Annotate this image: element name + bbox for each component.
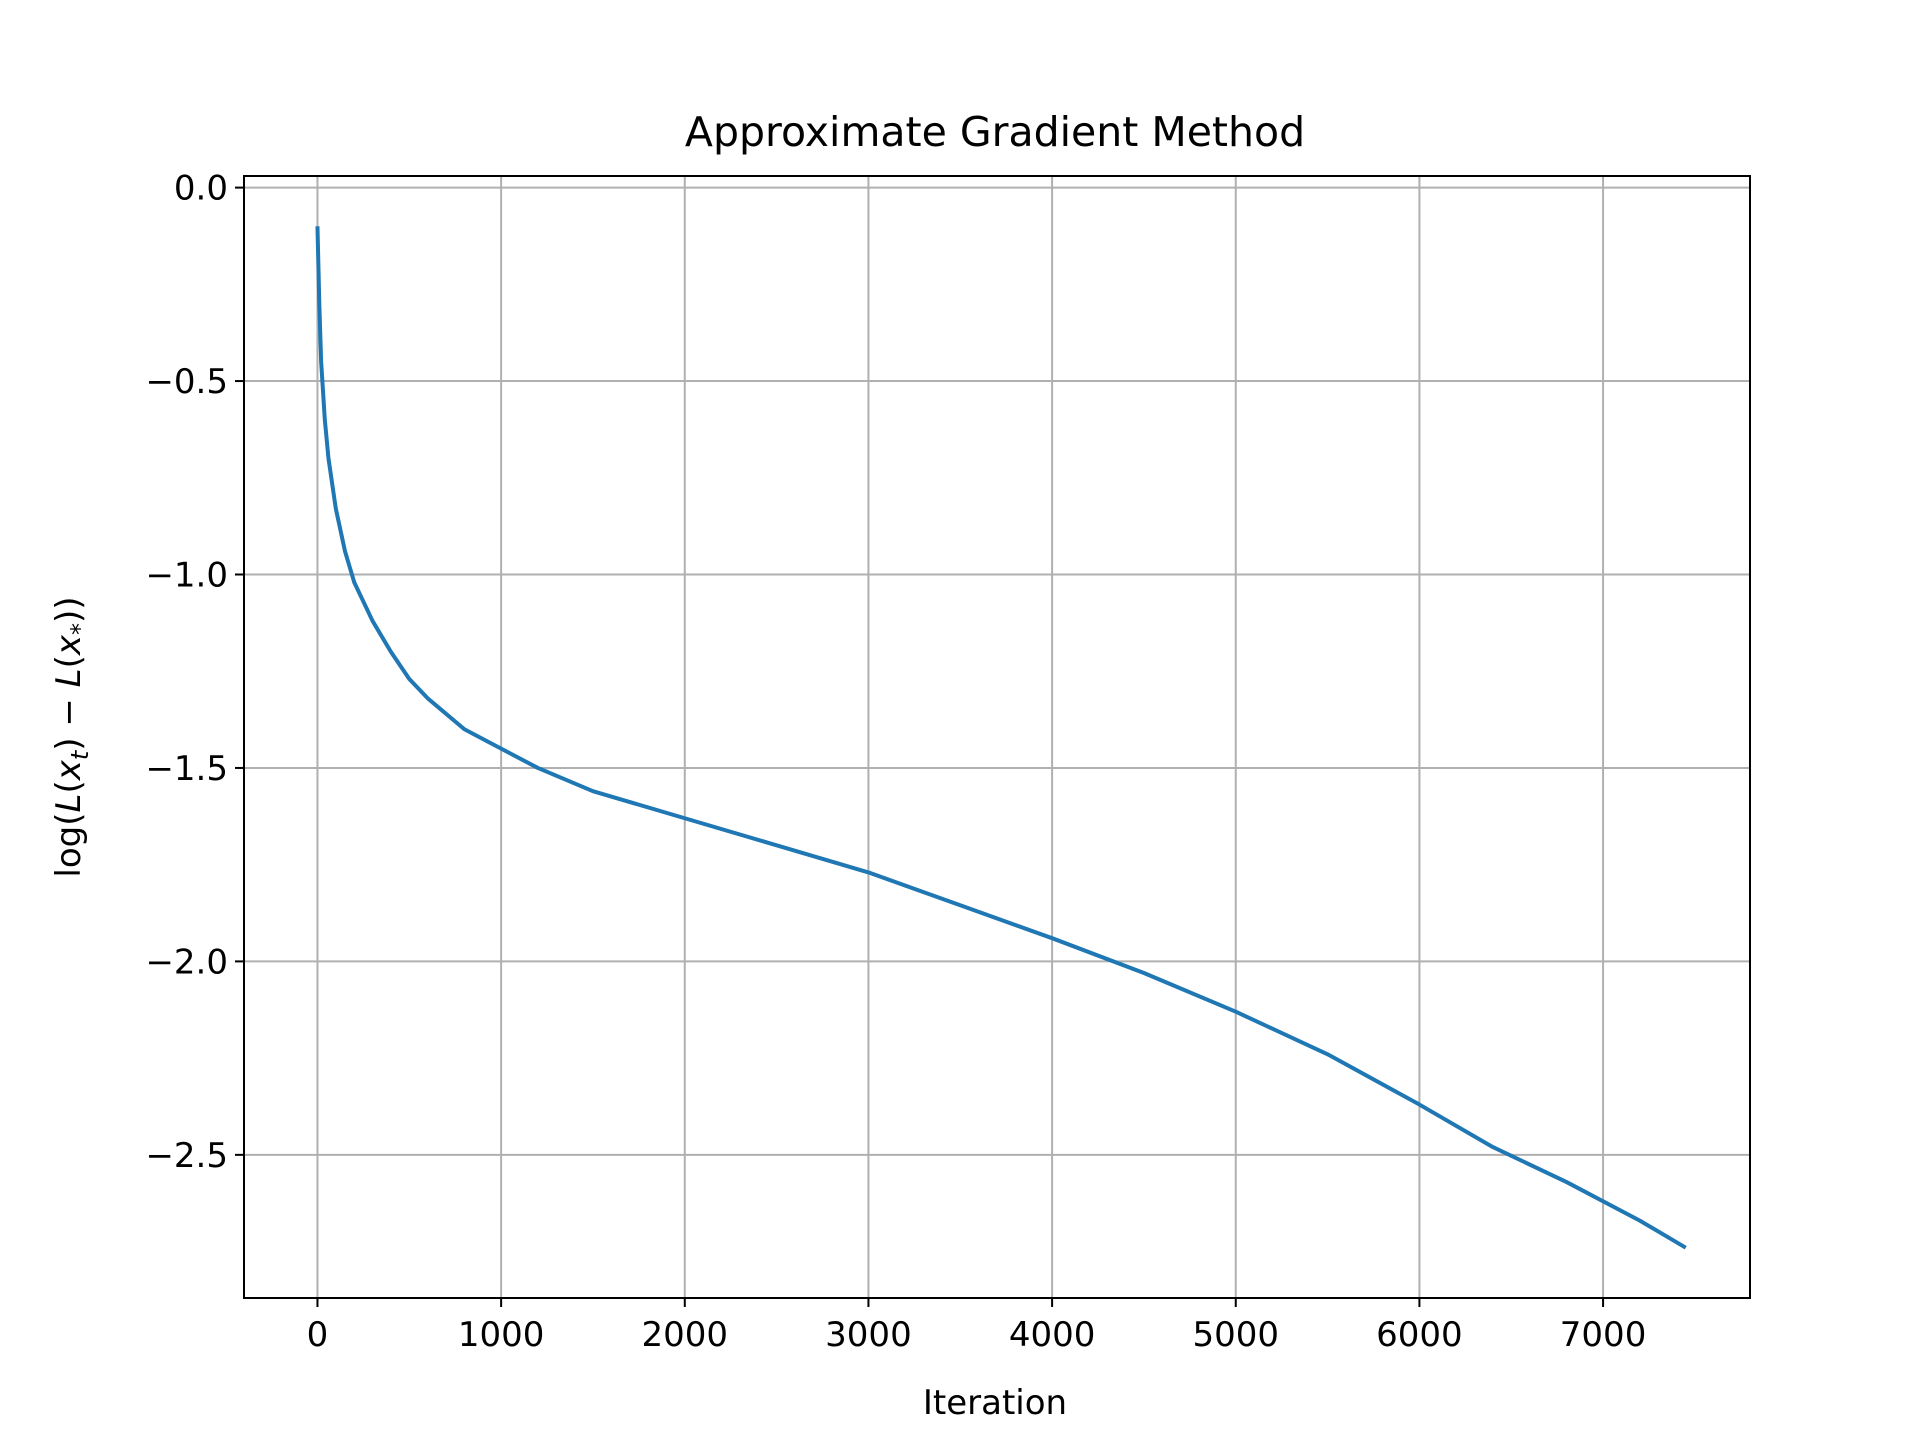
y-tick-label: −1.5 — [145, 749, 228, 789]
y-label-sub-star: * — [66, 623, 94, 635]
x-tick-label: 5000 — [1192, 1315, 1279, 1355]
y-label-open1: ( — [49, 780, 89, 793]
y-tick-label: −0.5 — [145, 362, 228, 402]
y-tick-label: −2.5 — [145, 1136, 228, 1176]
x-axis-label: Iteration — [923, 1383, 1067, 1423]
y-label-minus: − — [49, 687, 89, 737]
y-axis-label: log(L(xt) − L(x*)) — [49, 596, 94, 877]
y-tick-label: −1.0 — [145, 556, 228, 596]
x-tick-label: 0 — [307, 1315, 329, 1355]
y-tick-label: 0.0 — [174, 169, 228, 209]
x-tick-label: 7000 — [1560, 1315, 1647, 1355]
plot-frame — [243, 175, 1751, 1299]
series-layer — [315, 226, 1687, 1250]
chart-title: Approximate Gradient Method — [685, 108, 1305, 156]
y-label-close2: )) — [49, 596, 89, 623]
x-tick-label: 3000 — [825, 1315, 912, 1355]
x-tick-label: 2000 — [642, 1315, 729, 1355]
x-tick-label: 4000 — [1009, 1315, 1096, 1355]
y-label-x1: x — [49, 759, 89, 781]
x-tick-label: 6000 — [1376, 1315, 1463, 1355]
y-tick-label: −2.0 — [145, 942, 228, 982]
grid — [244, 176, 1750, 1298]
x-axis-ticks: 0 1000 2000 3000 4000 5000 6000 7000 — [307, 1298, 1647, 1355]
y-axis-ticks: 0.0 −0.5 −1.0 −1.5 −2.0 −2.5 — [145, 169, 244, 1176]
series-line — [315, 226, 1687, 1250]
y-label-L1: L — [49, 794, 89, 813]
y-label-x2: x — [49, 634, 89, 656]
y-label-L2: L — [49, 668, 89, 687]
x-tick-label: 1000 — [458, 1315, 545, 1355]
y-label-sub-t: t — [66, 749, 94, 760]
y-label-open2: ( — [49, 655, 89, 668]
y-label-close1: ) — [49, 737, 89, 750]
y-label-log: log( — [49, 812, 89, 877]
